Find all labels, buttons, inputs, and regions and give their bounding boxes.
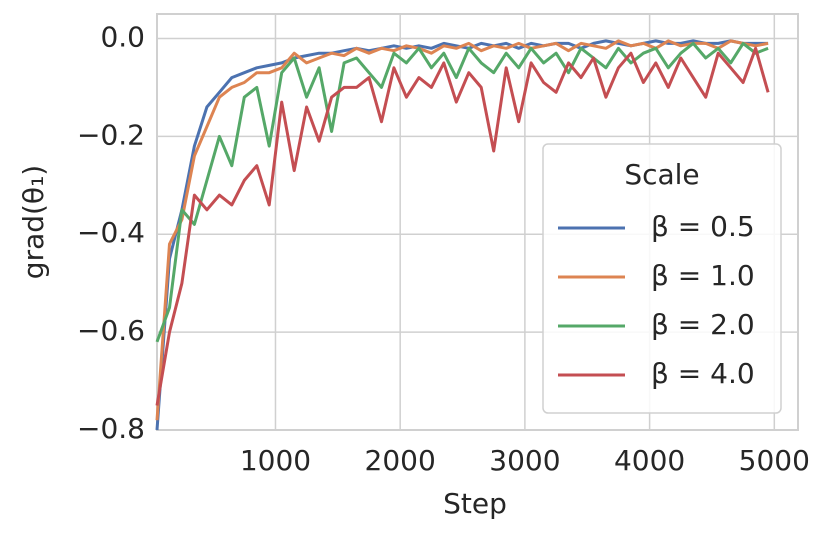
y-tick-label: 0.0 (100, 20, 145, 53)
legend-label: β = 0.5 (651, 210, 755, 243)
line-series (155, 46, 770, 406)
y-tick-label: −0.4 (77, 216, 145, 249)
y-axis-label: grad(θ₁) (17, 165, 50, 279)
y-tick-label: −0.2 (77, 118, 145, 151)
legend-label: β = 4.0 (651, 357, 755, 390)
line-series (155, 41, 769, 343)
x-tick-label: 4000 (614, 444, 685, 477)
x-tick-label: 5000 (739, 444, 810, 477)
legend-label: β = 1.0 (651, 259, 755, 292)
x-axis-label: Step (443, 487, 507, 520)
x-tick-label: 1000 (240, 444, 311, 477)
x-tick-label: 2000 (365, 444, 436, 477)
legend-box (542, 143, 782, 414)
y-tick-label: −0.8 (77, 412, 145, 445)
plot-frame (156, 13, 799, 431)
y-tick-label: −0.6 (77, 314, 145, 347)
legend-label: β = 2.0 (651, 308, 755, 341)
legend-title: Scale (624, 158, 699, 191)
x-tick-label: 3000 (489, 444, 560, 477)
line-series (155, 39, 769, 421)
